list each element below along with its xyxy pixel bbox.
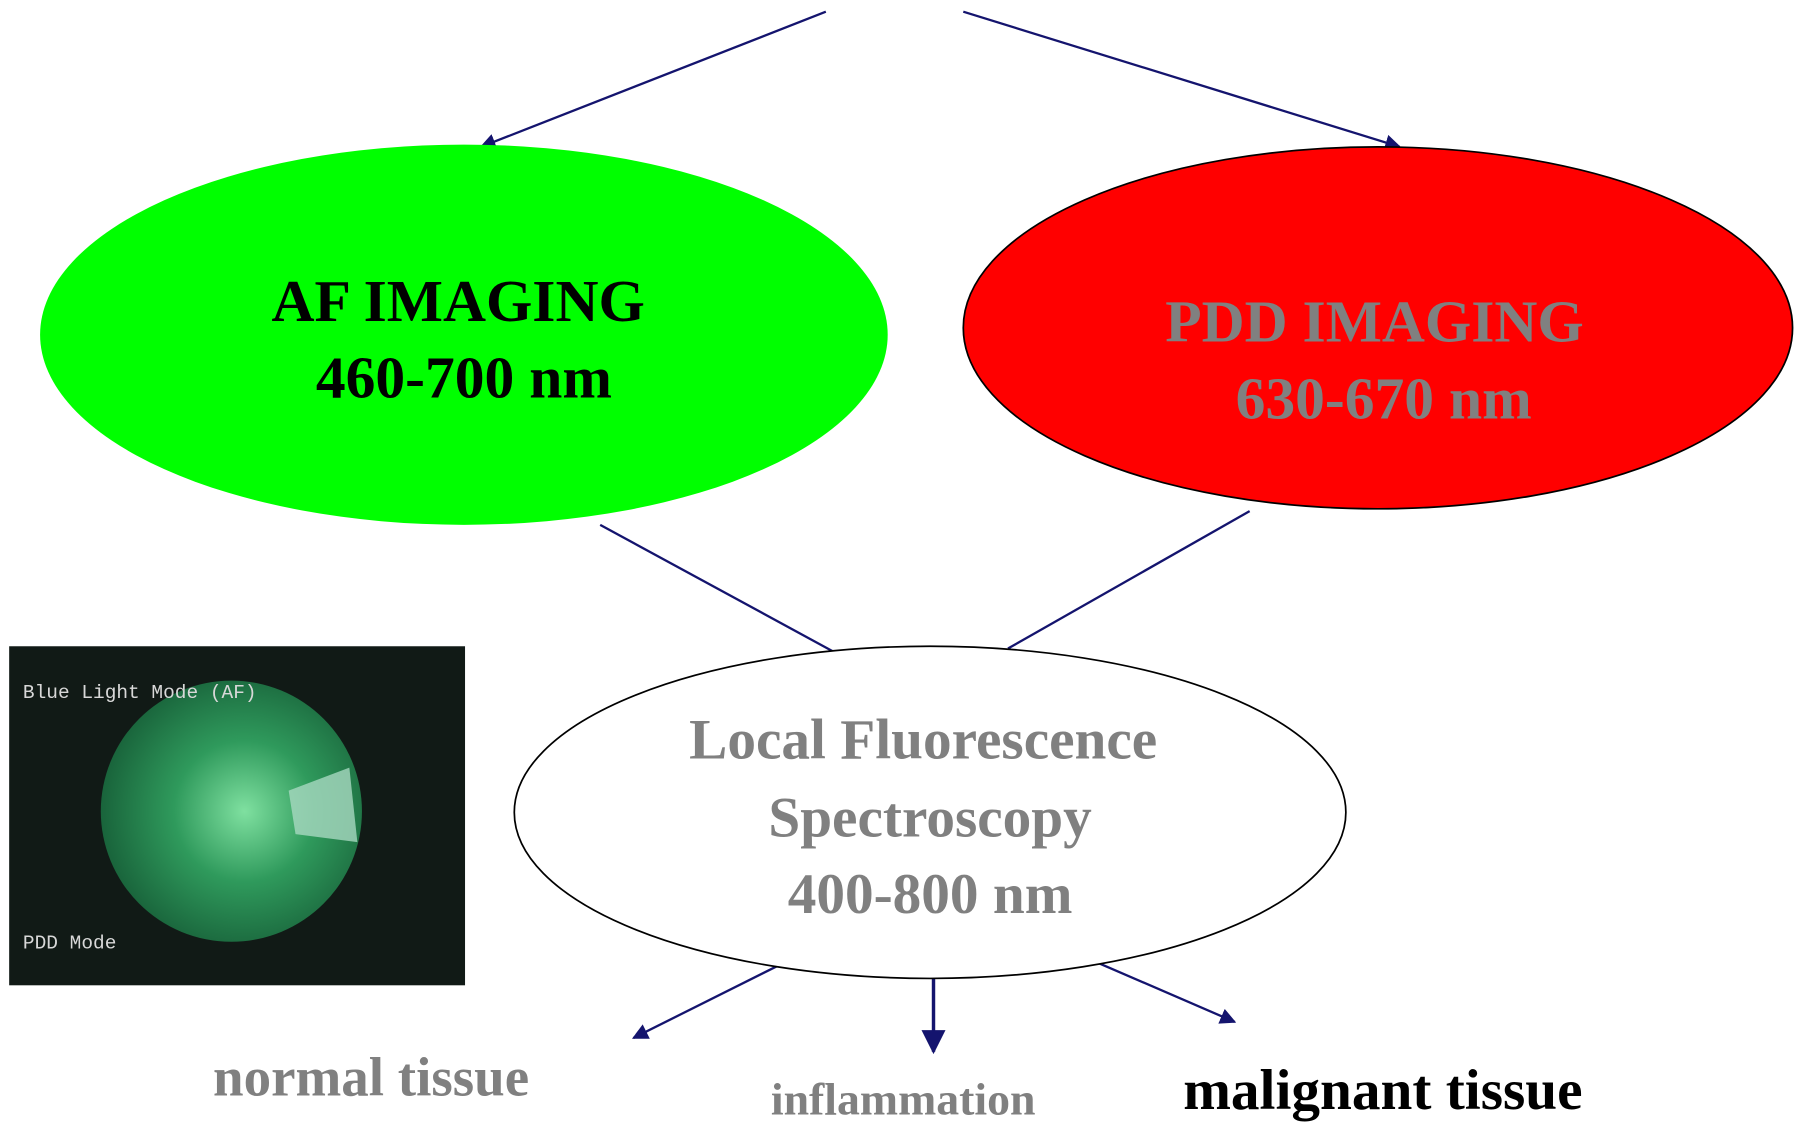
photo-label: PDD Mode	[23, 933, 116, 955]
node-text: PDD IMAGING	[1165, 289, 1583, 355]
node-text: Spectroscopy	[768, 786, 1092, 849]
outcome: malignant tissue	[1183, 1059, 1582, 1122]
photo: Blue Light Mode (AF) PDD Mode	[9, 646, 465, 985]
photo-label: Blue Light Mode (AF)	[23, 682, 257, 704]
node-text: 460-700 nm	[316, 345, 612, 411]
arrow	[481, 12, 826, 147]
arrow	[1100, 964, 1235, 1022]
node-text: Local Fluorescence	[689, 709, 1157, 772]
node-text: 400-800 nm	[788, 863, 1073, 926]
af-ellipse	[40, 145, 888, 525]
node-text: AF IMAGING	[272, 268, 645, 334]
outcomes: normal tissue inflammation malignant tis…	[213, 1046, 1582, 1123]
node-text: 630-670 nm	[1236, 365, 1532, 431]
outcome: normal tissue	[213, 1046, 529, 1107]
arrow	[633, 964, 782, 1038]
arrow	[1008, 511, 1250, 648]
node-texts: AF IMAGING 460-700 nm PDD IMAGING 630-67…	[272, 268, 1584, 926]
arrow	[600, 525, 836, 653]
outcome: inflammation	[771, 1074, 1036, 1123]
arrow	[963, 12, 1399, 147]
diagram: AF IMAGING 460-700 nm PDD IMAGING 630-67…	[0, 0, 1796, 1123]
